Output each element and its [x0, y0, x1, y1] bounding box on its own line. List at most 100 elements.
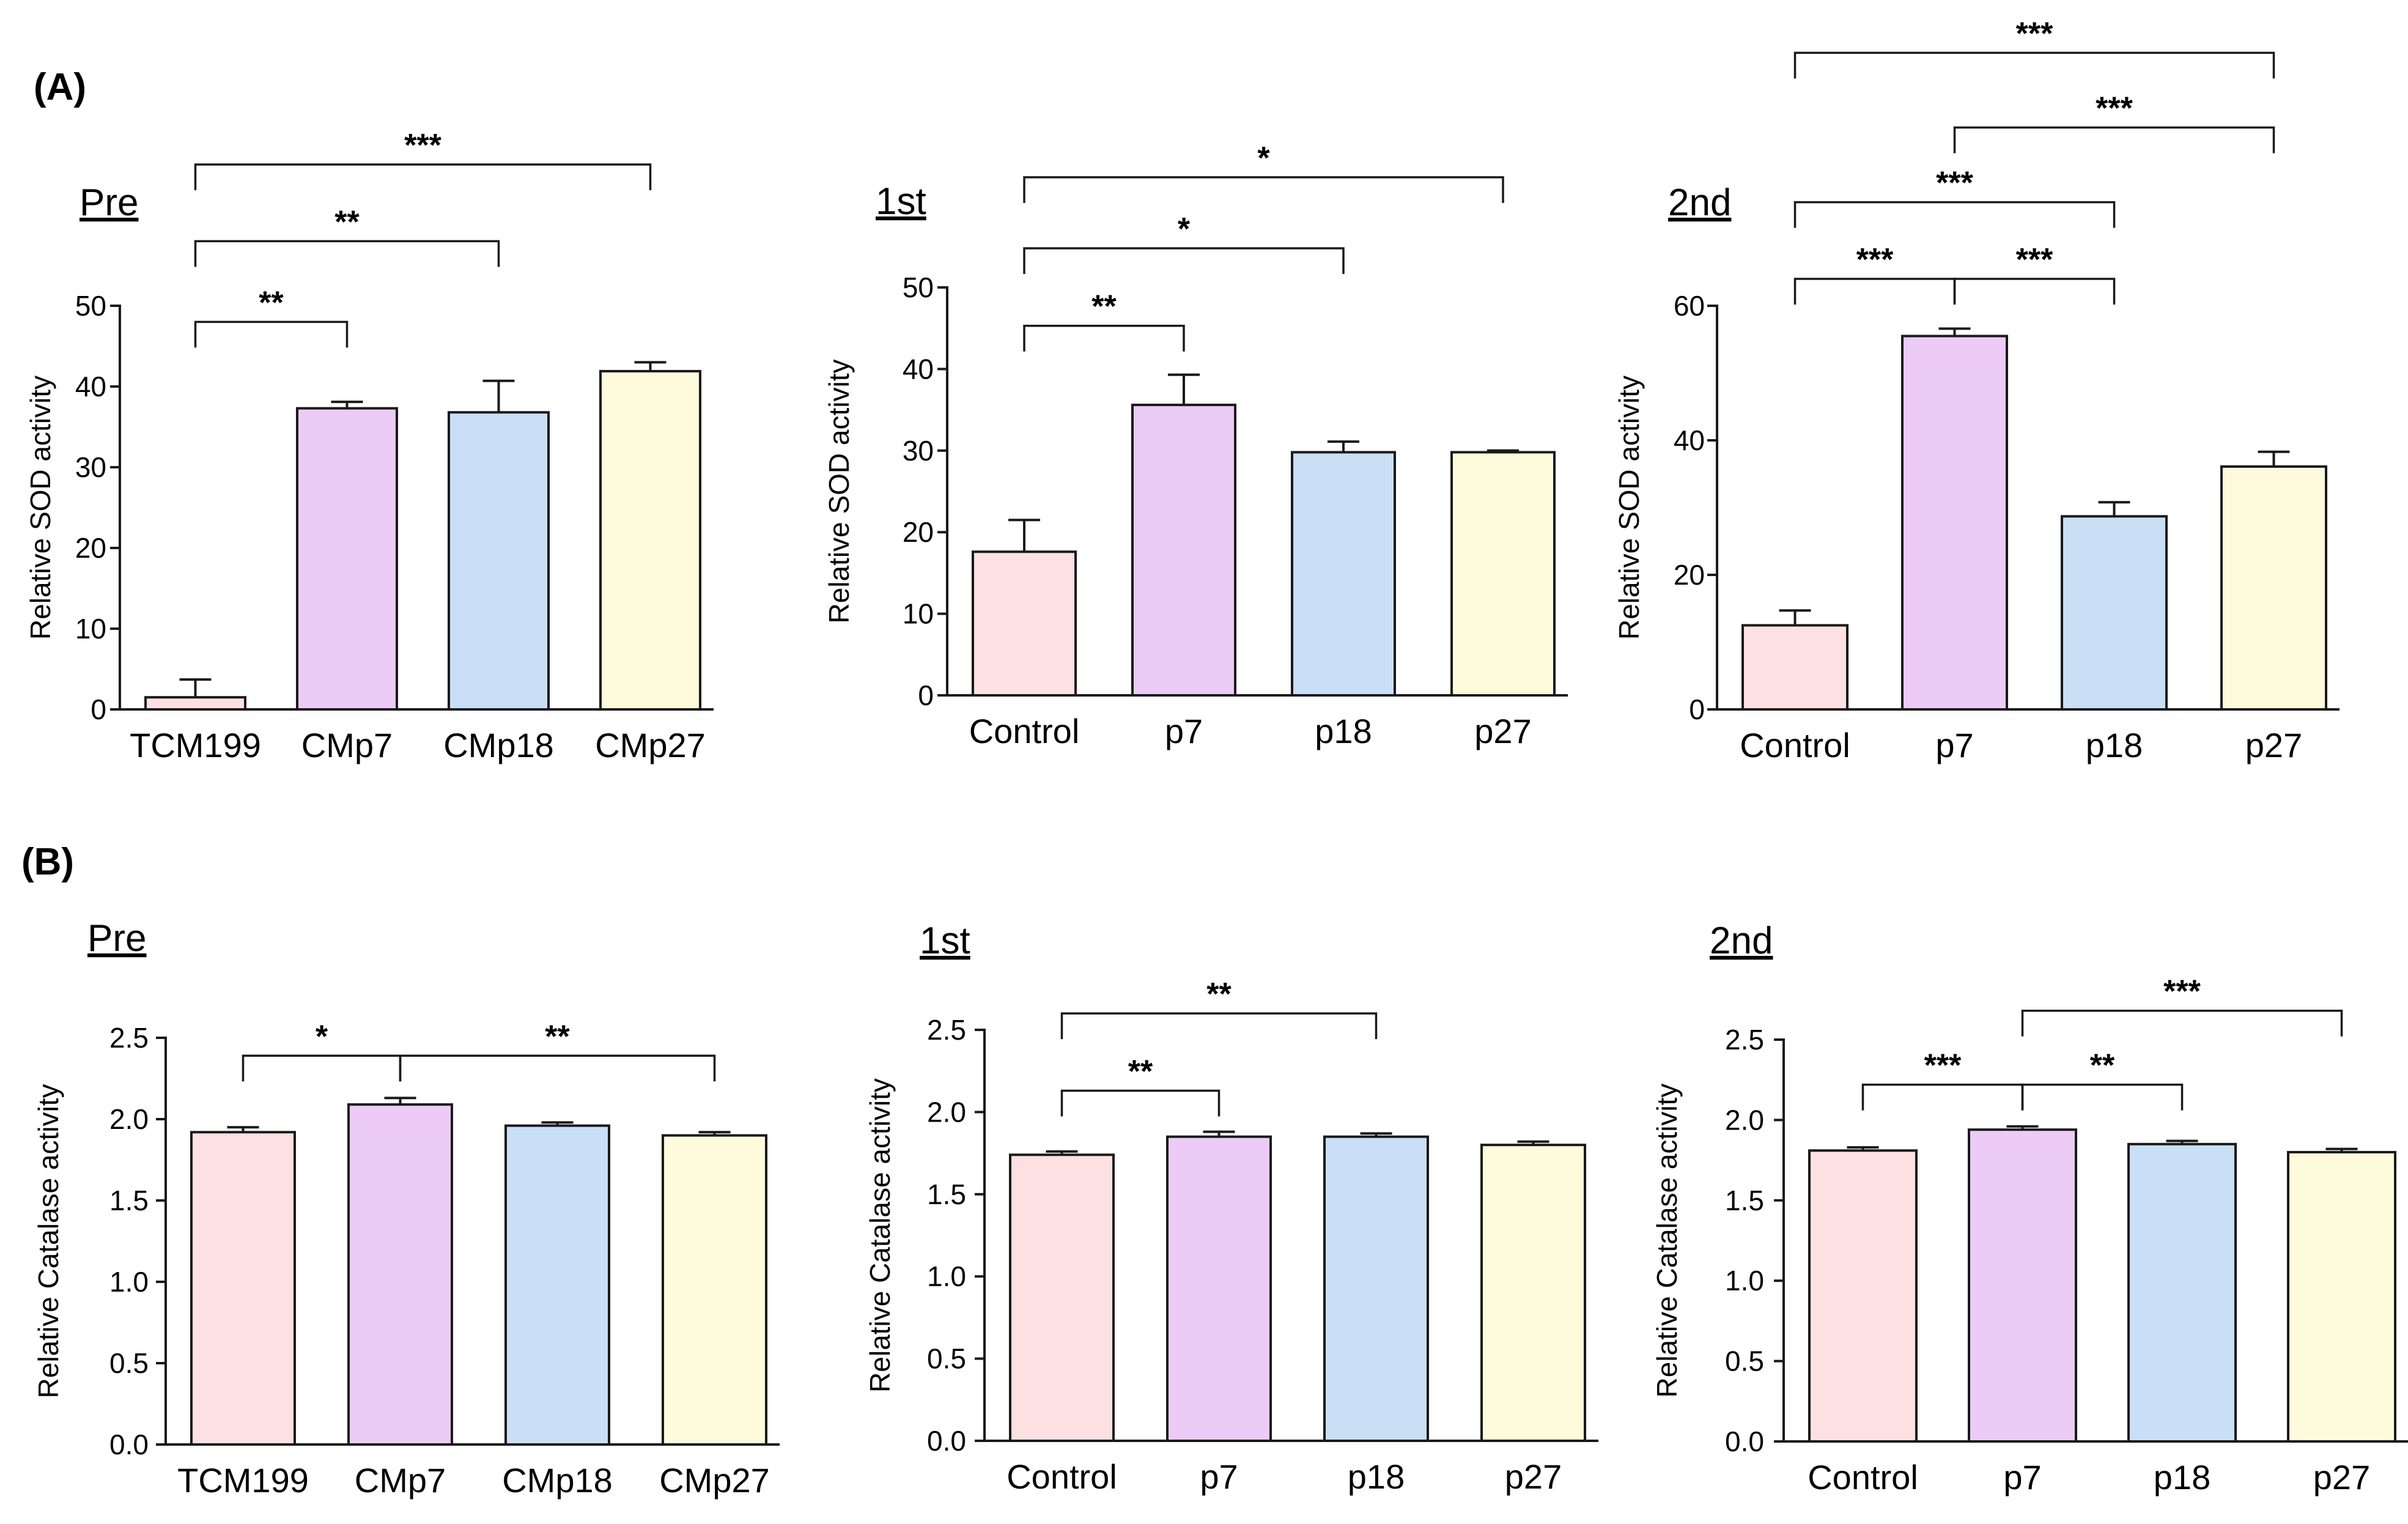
chart-3: 2nd Relative SOD activity 0 20 40 60 Control p7… — [1613, 16, 2340, 764]
y-axis-label: Relative SOD activity — [24, 375, 56, 640]
significance-label: *** — [1936, 166, 1973, 201]
chart-title: 1st — [876, 180, 926, 223]
x-tick-label: p18 — [2154, 1458, 2210, 1496]
x-tick-label: p7 — [1165, 712, 1203, 750]
x-tick-label: TCM199 — [177, 1461, 309, 1500]
bar-tcm199 — [190, 1131, 296, 1446]
y-tick-label: 1.0 — [927, 1260, 966, 1292]
y-tick-label: 0.5 — [927, 1343, 966, 1375]
significance-label: ** — [334, 204, 360, 240]
x-tick-label: CMp27 — [659, 1461, 770, 1500]
error-bar-p27 — [1517, 1140, 1549, 1145]
bar-control — [1808, 1149, 1918, 1443]
error-bar-p7 — [1938, 327, 1971, 336]
panel-label-b: (B) — [21, 841, 74, 883]
y-tick-label: 40 — [1674, 424, 1705, 456]
bar-tcm199 — [144, 696, 246, 711]
y-tick-label: 1.5 — [927, 1178, 966, 1210]
x-tick-label: CMp7 — [301, 726, 393, 764]
chart-title: 2nd — [1668, 182, 1731, 224]
y-axis-label: Relative SOD activity — [1613, 375, 1645, 640]
x-tick-label: CMp7 — [355, 1461, 446, 1500]
chart-title: Pre — [87, 917, 146, 960]
y-tick-label: 0.0 — [1725, 1426, 1764, 1457]
y-tick-label: 1.0 — [109, 1266, 149, 1298]
x-tick-label: CMp18 — [502, 1461, 613, 1500]
y-tick-label: 1.5 — [1725, 1185, 1764, 1216]
error-bar-p18 — [1360, 1132, 1392, 1137]
y-tick-label: 20 — [75, 532, 106, 564]
x-tick-label: CMp27 — [595, 726, 706, 764]
y-tick-label: 2.0 — [1725, 1104, 1764, 1136]
y-tick-label: 30 — [75, 451, 106, 483]
bar-cmp7 — [347, 1103, 453, 1446]
significance-label: *** — [1924, 1048, 1962, 1084]
y-tick-label: 2.0 — [109, 1103, 149, 1135]
bar-cmp7 — [296, 407, 398, 711]
bar-p7 — [1901, 335, 2008, 711]
error-bar-cmp27 — [698, 1131, 731, 1136]
error-bar-p27 — [1487, 449, 1519, 453]
significance-label: * — [1257, 141, 1270, 176]
significance-label: *** — [2016, 16, 2053, 51]
y-tick-label: 2.5 — [1725, 1024, 1764, 1056]
chart-title: 2nd — [1710, 920, 1773, 962]
x-tick-label: CMp18 — [443, 726, 554, 764]
bar-control — [972, 550, 1077, 697]
significance-bracket — [399, 1054, 716, 1082]
error-bar-cmp18 — [541, 1121, 574, 1126]
chart-2: 1st Relative SOD activity 0 10 20 30 40 50 Contr… — [823, 141, 1568, 750]
y-tick-label: 2.5 — [927, 1014, 966, 1046]
significance-bracket — [1793, 201, 2116, 228]
error-bar-control — [1046, 1150, 1078, 1155]
y-axis-label: Relative Catalase activity — [864, 1078, 896, 1393]
significance-bracket — [1060, 1012, 1378, 1040]
bar-p7 — [1166, 1135, 1272, 1442]
error-bar-control — [1779, 609, 1811, 626]
bar-p7 — [1968, 1128, 2077, 1443]
error-bar-p27 — [2325, 1147, 2358, 1152]
significance-label: *** — [404, 128, 441, 163]
significance-bracket — [1953, 278, 2116, 305]
y-tick-label: 40 — [903, 353, 934, 385]
charts-group: Pre Relative SOD activity 0 10 20 30 40 50 TCM19… — [24, 16, 2408, 1500]
error-bar-cmp7 — [331, 401, 363, 409]
x-tick-label: Control — [1006, 1457, 1117, 1496]
panel-label-a: (A) — [34, 66, 86, 108]
significance-label: *** — [2016, 242, 2053, 278]
y-tick-label: 0.0 — [927, 1425, 966, 1457]
x-tick-label: p27 — [1505, 1457, 1562, 1496]
y-axis-label: Relative Catalase activity — [1651, 1084, 1683, 1398]
chart-6: 2nd Relative Catalase activity 0.0 0.5 1.0 1.… — [1651, 920, 2408, 1496]
bar-p7 — [1131, 404, 1236, 697]
significance-bracket — [1793, 278, 1956, 305]
y-tick-label: 0.0 — [109, 1429, 149, 1460]
error-bar-p18 — [2166, 1139, 2198, 1144]
significance-bracket — [194, 240, 500, 267]
y-tick-label: 40 — [75, 371, 106, 402]
significance-label: *** — [1856, 242, 1894, 278]
y-tick-label: 0 — [90, 694, 106, 725]
error-bar-control — [1847, 1146, 1879, 1151]
bar-cmp27 — [599, 369, 701, 711]
chart-5: 1st Relative Catalase activity 0.0 0.5 1.0 1.… — [864, 920, 1598, 1496]
x-tick-label: TCM199 — [130, 726, 261, 764]
x-tick-label: p7 — [1935, 726, 1973, 764]
y-tick-label: 0.5 — [1725, 1345, 1764, 1377]
bar-cmp18 — [504, 1124, 610, 1446]
significance-bracket — [242, 1054, 402, 1082]
y-tick-label: 30 — [903, 435, 934, 467]
chart-title: 1st — [920, 920, 970, 962]
x-tick-label: p27 — [2313, 1458, 2370, 1496]
significance-bracket — [1023, 247, 1345, 274]
y-tick-label: 2.5 — [109, 1022, 149, 1054]
significance-bracket — [1023, 324, 1185, 352]
x-tick-label: p7 — [2003, 1458, 2041, 1496]
significance-label: *** — [2163, 974, 2201, 1010]
significance-label: ** — [1206, 977, 1232, 1012]
bar-p27 — [2287, 1150, 2396, 1443]
error-bar-p7 — [1203, 1130, 1235, 1137]
significance-bracket — [1060, 1089, 1221, 1117]
bar-p27 — [1480, 1144, 1586, 1443]
x-tick-label: p18 — [1315, 712, 1372, 750]
